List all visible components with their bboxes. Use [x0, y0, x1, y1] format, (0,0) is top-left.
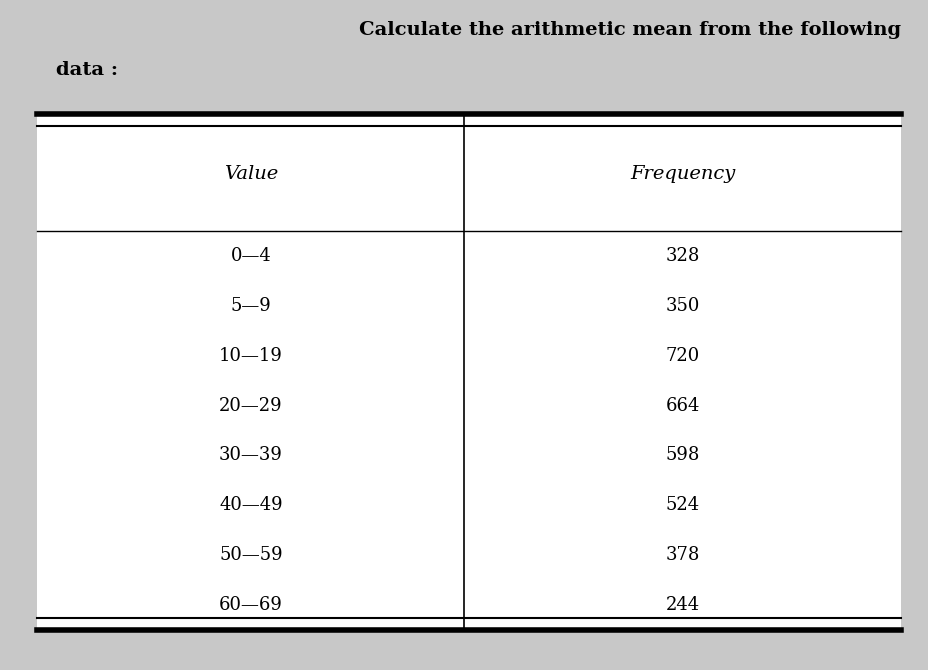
Text: Calculate the arithmetic mean from the following: Calculate the arithmetic mean from the f…: [358, 21, 900, 39]
Text: 20—29: 20—29: [219, 397, 282, 415]
Text: 664: 664: [664, 397, 700, 415]
Text: 5—9: 5—9: [230, 297, 271, 315]
Text: 350: 350: [664, 297, 700, 315]
Text: 524: 524: [665, 496, 699, 514]
Bar: [37, 114, 900, 630]
Text: 720: 720: [665, 347, 699, 364]
Text: 40—49: 40—49: [219, 496, 282, 514]
Text: 244: 244: [665, 596, 699, 614]
Text: 50—59: 50—59: [219, 546, 282, 564]
Text: Frequency: Frequency: [629, 165, 735, 183]
Text: 10—19: 10—19: [219, 347, 282, 364]
Text: 328: 328: [664, 247, 700, 265]
Text: data :: data :: [56, 62, 118, 79]
Text: 30—39: 30—39: [219, 446, 282, 464]
Text: 598: 598: [664, 446, 700, 464]
Text: 378: 378: [664, 546, 700, 564]
Text: 60—69: 60—69: [219, 596, 282, 614]
Text: 0—4: 0—4: [230, 247, 271, 265]
Text: Value: Value: [224, 165, 277, 183]
